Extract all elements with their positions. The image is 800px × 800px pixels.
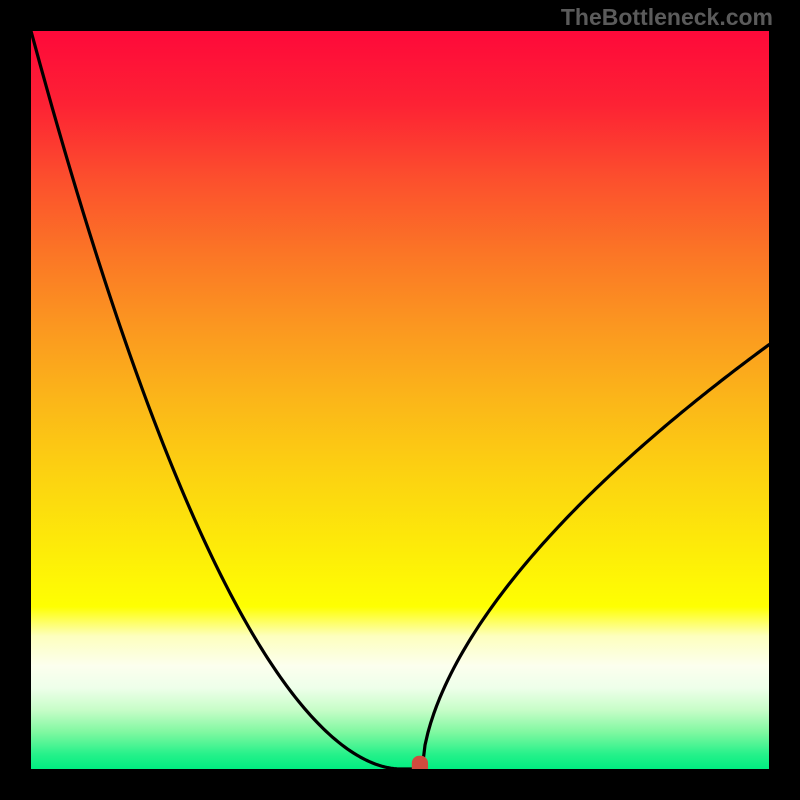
optimal-point-marker [412,756,428,769]
bottleneck-chart [31,31,769,769]
chart-frame [27,27,773,773]
gradient-background [31,31,769,769]
watermark-text: TheBottleneck.com [561,4,773,31]
